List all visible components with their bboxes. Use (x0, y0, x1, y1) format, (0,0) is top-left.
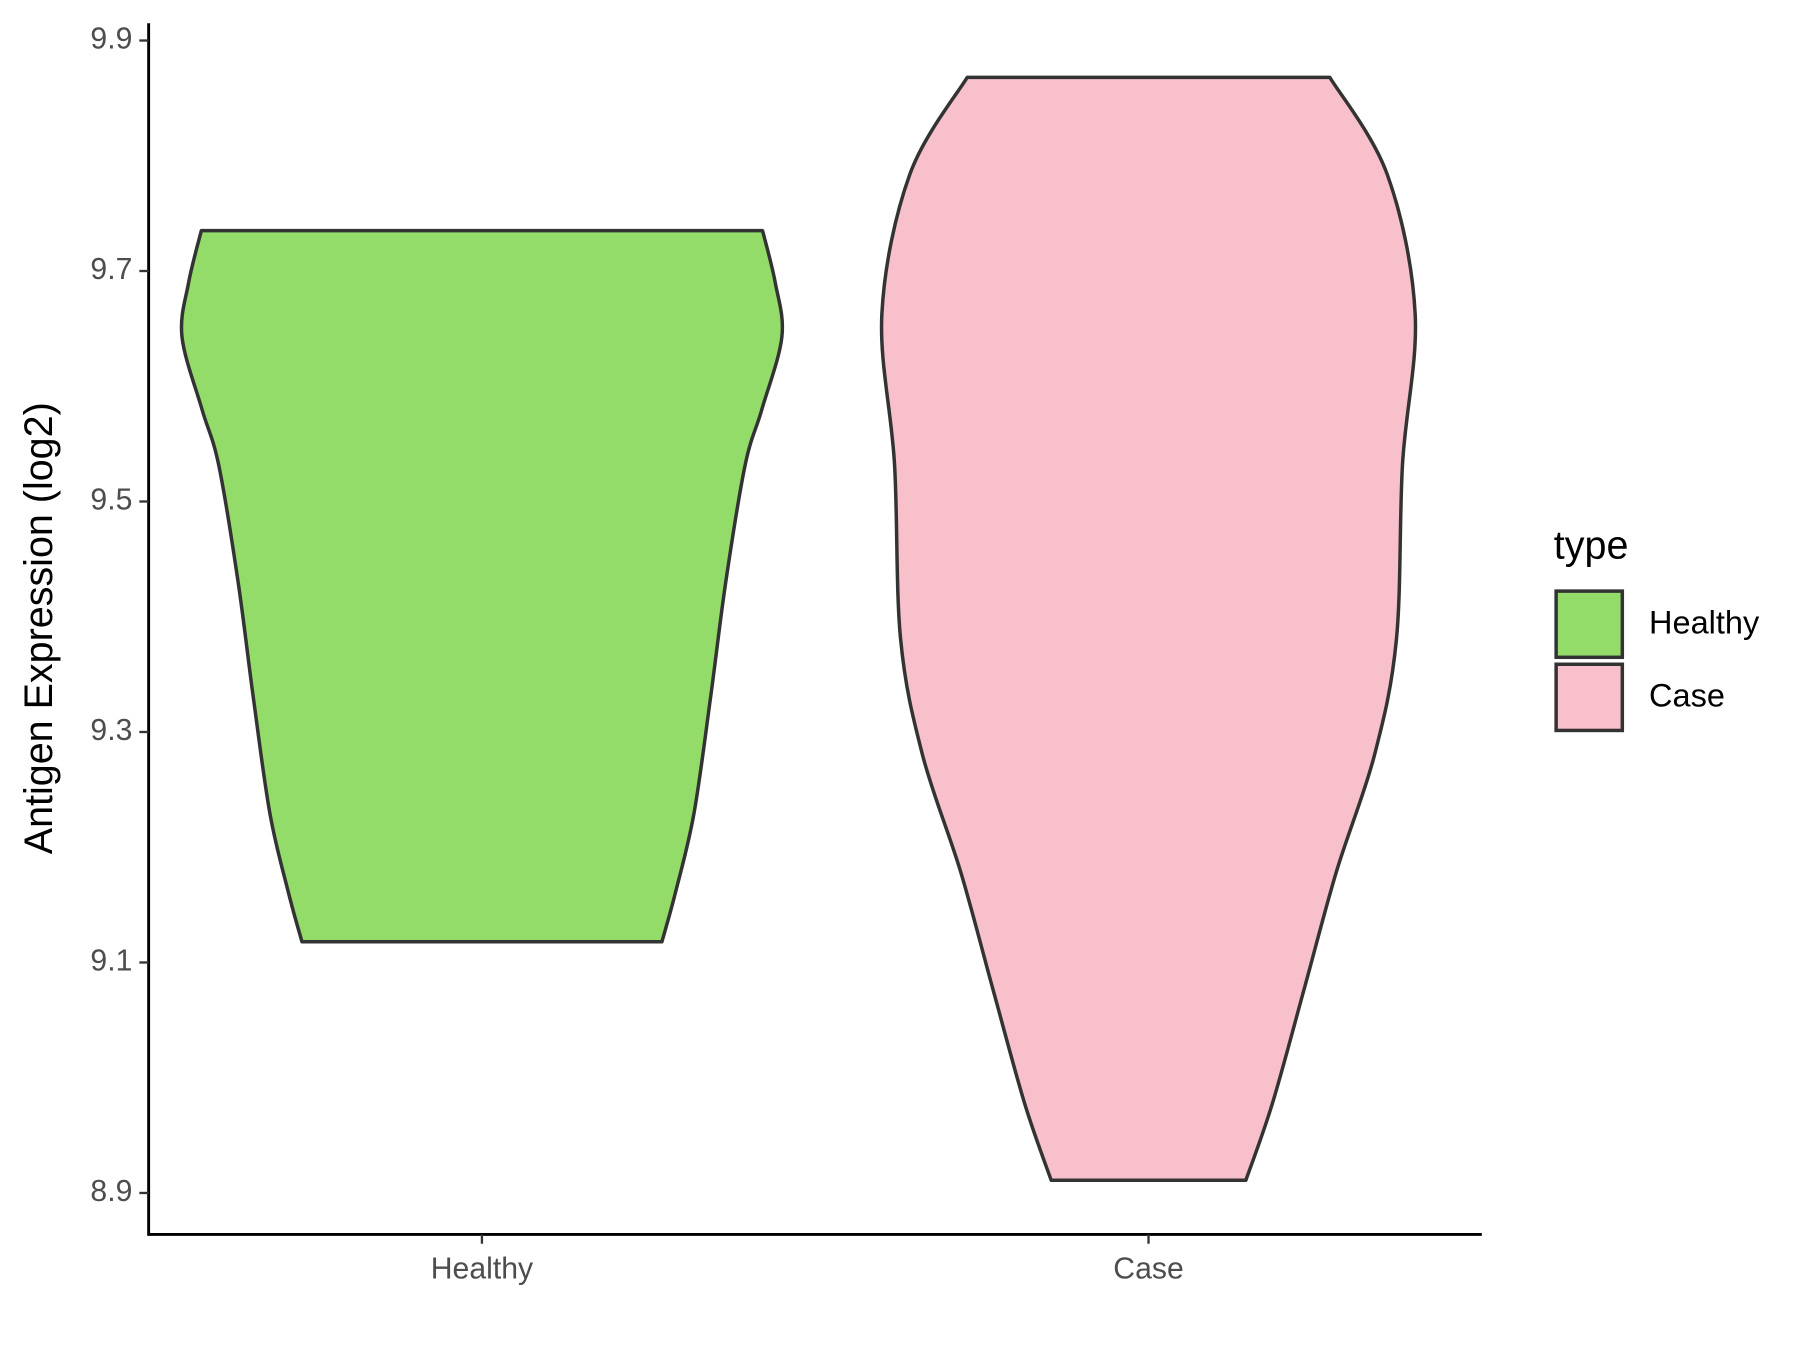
legend-key (1554, 662, 1625, 733)
x-tick-label: Case (1113, 1252, 1183, 1285)
violin (179, 228, 785, 944)
y-tick-label: 9.7 (90, 253, 132, 286)
legend-key (1554, 589, 1625, 660)
y-axis-title: Antigen Expression (log2) (17, 402, 61, 854)
y-tick-label: 9.1 (90, 944, 132, 977)
legend-label: Case (1649, 678, 1725, 714)
violin (879, 75, 1418, 1183)
y-tick-label: 8.9 (90, 1175, 132, 1208)
y-tick-label: 9.3 (90, 714, 132, 747)
y-tick-label: 9.9 (90, 22, 132, 55)
x-tick-label: Healthy (431, 1252, 534, 1285)
y-tick-label: 9.5 (90, 483, 132, 516)
legend-title: type (1554, 524, 1629, 568)
legend-label: Healthy (1649, 604, 1760, 640)
